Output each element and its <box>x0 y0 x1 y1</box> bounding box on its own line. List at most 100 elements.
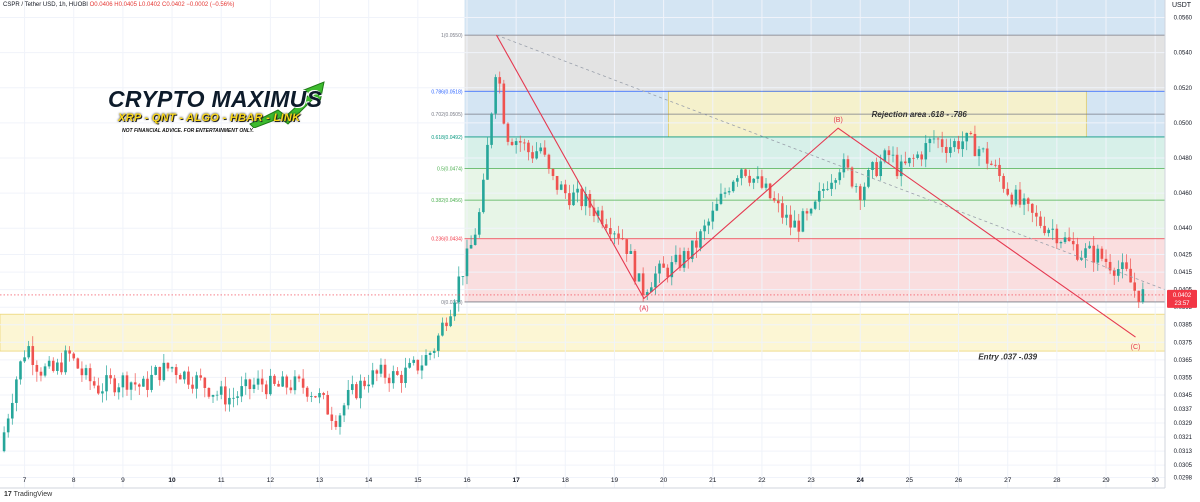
candle-body <box>637 273 641 282</box>
candle-body <box>777 200 780 204</box>
candle-body <box>170 367 174 369</box>
candle-body <box>674 254 678 263</box>
candle-body <box>125 375 129 390</box>
candle-body <box>670 262 674 278</box>
candle-body <box>35 365 39 372</box>
candle-body <box>1022 198 1026 205</box>
candle-body <box>1055 228 1059 244</box>
candle-body <box>863 186 866 201</box>
candle-body <box>326 394 330 415</box>
fib-0618-05-zone <box>464 136 1165 169</box>
time-tick-label: 16 <box>463 477 471 484</box>
candle-body <box>1035 212 1038 217</box>
candle-body <box>723 192 727 194</box>
candle-body <box>686 251 690 259</box>
candle-body <box>457 276 461 303</box>
candle-body <box>486 144 489 180</box>
candle-body <box>510 141 514 145</box>
time-tick-label: 30 <box>1152 477 1160 484</box>
ohlc-high: H0.0405 <box>114 2 137 8</box>
current-price-value: 0.0402 <box>1173 293 1192 299</box>
candle-body <box>695 240 698 248</box>
symbol-title[interactable]: CSPR / Tether USD, 1h, HUOBI <box>3 2 88 8</box>
annotation-text: Rejection area .618 - .786 <box>872 110 968 119</box>
annotation-text: Entry .037 -.039 <box>978 352 1037 361</box>
candle-body <box>232 397 235 399</box>
tradingview-brand[interactable]: 17 TradingView <box>4 491 52 498</box>
price-tick-label: 0.0375 <box>1174 340 1193 346</box>
candle-body <box>383 364 387 378</box>
candle-body <box>43 366 47 376</box>
candle-body <box>1039 216 1042 226</box>
time-tick-label: 10 <box>168 477 176 484</box>
candle-body <box>961 141 964 150</box>
tradingview-label: TradingView <box>13 491 53 498</box>
candle-body <box>428 352 432 355</box>
ohlc-change: −0.0002 (−0.56%) <box>186 2 235 8</box>
candle-body <box>641 273 645 296</box>
candle-body <box>281 376 284 387</box>
candle-body <box>535 151 538 159</box>
candle-body <box>391 371 395 384</box>
candle-body <box>973 133 977 157</box>
candle-body <box>2 432 6 452</box>
abc-wave-path <box>495 34 1136 338</box>
candle-body <box>719 193 723 204</box>
candle-body <box>531 152 534 159</box>
candle-body <box>871 162 874 171</box>
candle-body <box>1002 175 1005 189</box>
fib-0236-0-zone <box>464 238 1165 302</box>
candle-body <box>297 376 301 379</box>
candle-body <box>195 375 198 389</box>
candle-body <box>772 198 776 201</box>
candle-body <box>60 362 63 373</box>
candle-body <box>469 244 473 249</box>
wave-label: (B) <box>833 117 842 124</box>
candle-body <box>498 77 502 84</box>
candle-body <box>506 123 510 142</box>
time-tick-label: 20 <box>660 477 668 484</box>
ohlc-close: C0.0402 <box>162 2 185 8</box>
candle-body <box>559 184 563 190</box>
candle-body <box>748 175 751 183</box>
candle-body <box>523 142 526 144</box>
candle-body <box>76 358 80 369</box>
candle-body <box>551 168 555 176</box>
candle-body <box>1043 225 1046 234</box>
candle-body <box>178 374 182 380</box>
candle-body <box>264 384 268 395</box>
candle-body <box>64 350 67 373</box>
candle-body <box>56 362 59 371</box>
candle-body <box>387 377 391 384</box>
candle-body <box>957 141 960 150</box>
candle-body <box>822 189 825 191</box>
candle-body <box>183 371 186 380</box>
candle-body <box>990 163 993 165</box>
candle-body <box>367 384 370 387</box>
candle-body <box>576 188 579 193</box>
candle-body <box>453 302 456 317</box>
candle-body <box>240 386 243 397</box>
candle-body <box>432 350 436 353</box>
candle-body <box>494 77 497 114</box>
candle-body <box>252 384 256 390</box>
ohlc-open: O0.0406 <box>89 2 113 8</box>
candle-body <box>969 132 973 134</box>
candle-body <box>928 139 932 144</box>
candle-body <box>580 188 583 207</box>
candle-body <box>875 162 878 177</box>
time-tick-label: 14 <box>365 477 373 484</box>
candle-body <box>563 184 567 194</box>
symbol-header: CSPR / Tether USD, 1h, HUOBI O0.0406 H0.… <box>3 2 234 8</box>
candle-body <box>834 180 837 183</box>
candle-body <box>1076 244 1079 260</box>
logo-subtitle: XRP - QNT - ALGO - HBAR - LINK <box>118 112 301 124</box>
candle-body <box>1071 240 1075 245</box>
candle-body <box>223 386 227 405</box>
candle-body <box>633 251 637 282</box>
candle-body <box>514 141 518 145</box>
current-price-badge <box>1167 289 1197 308</box>
candle-body <box>994 164 997 166</box>
candle-body <box>805 211 809 214</box>
